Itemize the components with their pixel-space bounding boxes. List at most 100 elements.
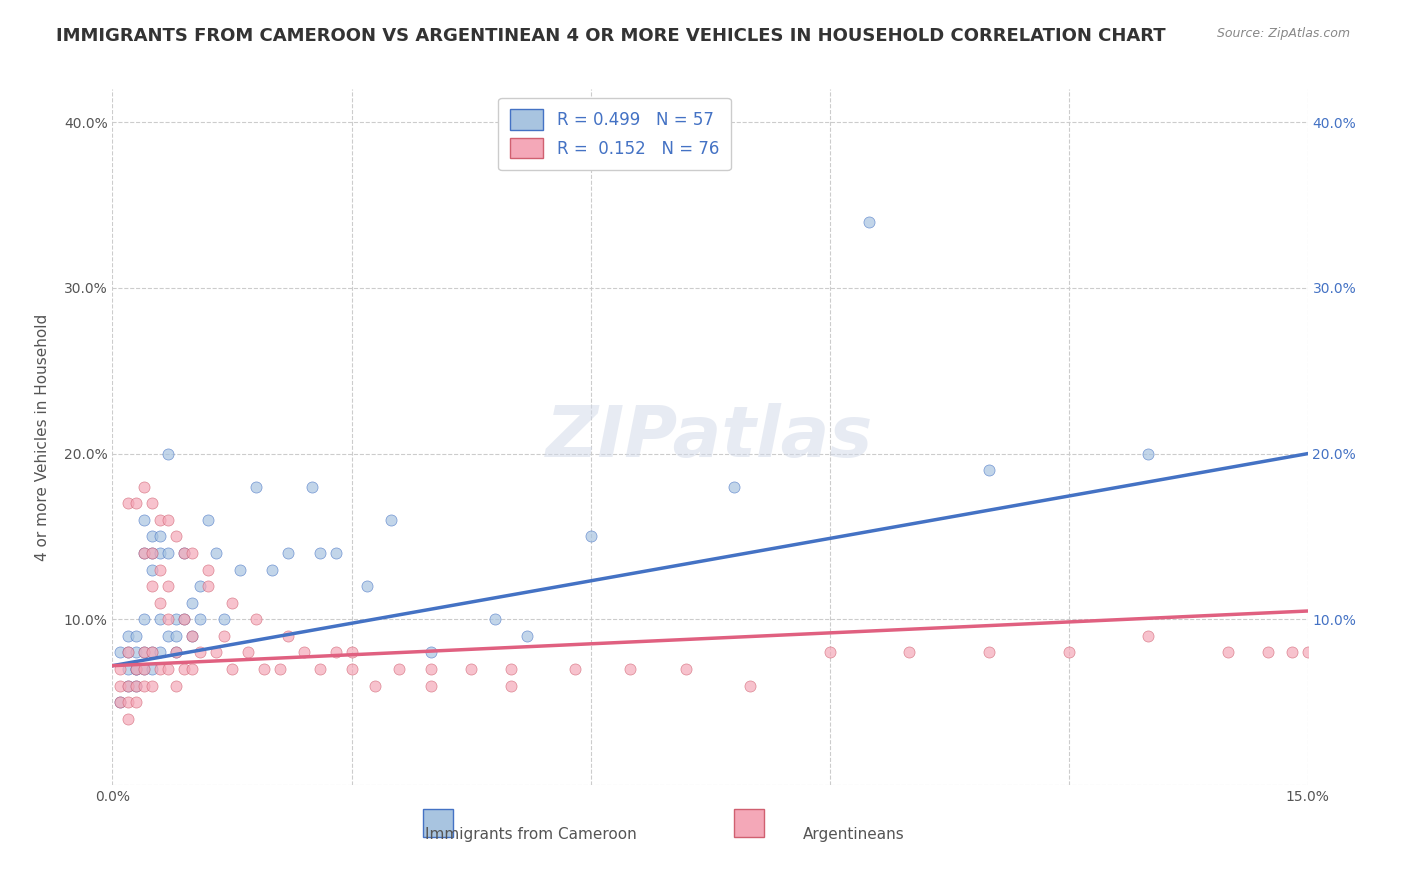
Point — [1057, 645, 1080, 659]
Point — [221, 596, 243, 610]
Point — [110, 695, 132, 709]
Point — [141, 546, 163, 560]
Point — [723, 480, 745, 494]
Point — [125, 662, 148, 676]
Point — [388, 662, 411, 676]
Point — [356, 579, 378, 593]
Point — [499, 662, 522, 676]
Point — [134, 546, 156, 560]
Point — [1296, 645, 1319, 659]
Point — [110, 679, 132, 693]
Point — [675, 662, 697, 676]
Point — [260, 563, 283, 577]
Point — [173, 612, 195, 626]
Text: Immigrants from Cameroon: Immigrants from Cameroon — [425, 827, 637, 842]
Point — [149, 662, 172, 676]
Point — [134, 513, 156, 527]
Point — [165, 645, 187, 659]
Point — [141, 563, 163, 577]
Point — [157, 629, 180, 643]
Point — [141, 529, 163, 543]
Point — [141, 546, 163, 560]
Point — [134, 679, 156, 693]
Point — [141, 579, 163, 593]
Point — [125, 629, 148, 643]
Point — [117, 679, 139, 693]
Point — [117, 712, 139, 726]
Point — [325, 546, 347, 560]
Point — [269, 662, 291, 676]
Point — [149, 645, 172, 659]
Point — [420, 645, 443, 659]
Point — [157, 513, 180, 527]
Point — [117, 645, 139, 659]
Point — [181, 546, 204, 560]
Point — [157, 612, 180, 626]
Point — [141, 679, 163, 693]
Text: IMMIGRANTS FROM CAMEROON VS ARGENTINEAN 4 OR MORE VEHICLES IN HOUSEHOLD CORRELAT: IMMIGRANTS FROM CAMEROON VS ARGENTINEAN … — [56, 27, 1166, 45]
Point — [173, 546, 195, 560]
Point — [149, 612, 172, 626]
Point — [181, 596, 204, 610]
Point — [977, 463, 1000, 477]
Point — [181, 629, 204, 643]
Point — [134, 612, 156, 626]
Point — [818, 645, 841, 659]
Point — [157, 662, 180, 676]
Point — [165, 612, 187, 626]
Point — [221, 662, 243, 676]
Point — [364, 679, 387, 693]
Point — [197, 563, 219, 577]
Point — [484, 612, 506, 626]
Point — [117, 695, 139, 709]
Point — [619, 662, 641, 676]
Point — [188, 645, 211, 659]
Point — [141, 645, 163, 659]
Point — [110, 662, 132, 676]
Point — [134, 645, 156, 659]
Text: Source: ZipAtlas.com: Source: ZipAtlas.com — [1216, 27, 1350, 40]
Point — [197, 579, 219, 593]
Point — [173, 612, 195, 626]
Point — [564, 662, 586, 676]
Point — [205, 645, 228, 659]
Point — [165, 679, 187, 693]
Point — [325, 645, 347, 659]
Point — [1137, 447, 1160, 461]
Point — [149, 546, 172, 560]
Point — [212, 629, 235, 643]
FancyBboxPatch shape — [423, 809, 453, 837]
Point — [301, 480, 323, 494]
Point — [173, 662, 195, 676]
Point — [292, 645, 315, 659]
Point — [141, 662, 163, 676]
Point — [141, 496, 163, 510]
Point — [181, 662, 204, 676]
Point — [579, 529, 602, 543]
Point — [125, 496, 148, 510]
Point — [340, 645, 363, 659]
Point — [117, 662, 139, 676]
Point — [245, 612, 267, 626]
Point — [516, 629, 538, 643]
Point — [125, 645, 148, 659]
Point — [134, 662, 156, 676]
Point — [1281, 645, 1303, 659]
Point — [125, 662, 148, 676]
Point — [117, 496, 139, 510]
Point — [125, 662, 148, 676]
Point — [245, 480, 267, 494]
Point — [898, 645, 921, 659]
Point — [1216, 645, 1239, 659]
Point — [197, 513, 219, 527]
Point — [253, 662, 276, 676]
Point — [340, 662, 363, 676]
Point — [858, 215, 880, 229]
Point — [165, 629, 187, 643]
Legend: R = 0.499   N = 57, R =  0.152   N = 76: R = 0.499 N = 57, R = 0.152 N = 76 — [498, 97, 731, 169]
Point — [149, 529, 172, 543]
Point — [157, 546, 180, 560]
Point — [236, 645, 259, 659]
Point — [977, 645, 1000, 659]
Point — [134, 480, 156, 494]
